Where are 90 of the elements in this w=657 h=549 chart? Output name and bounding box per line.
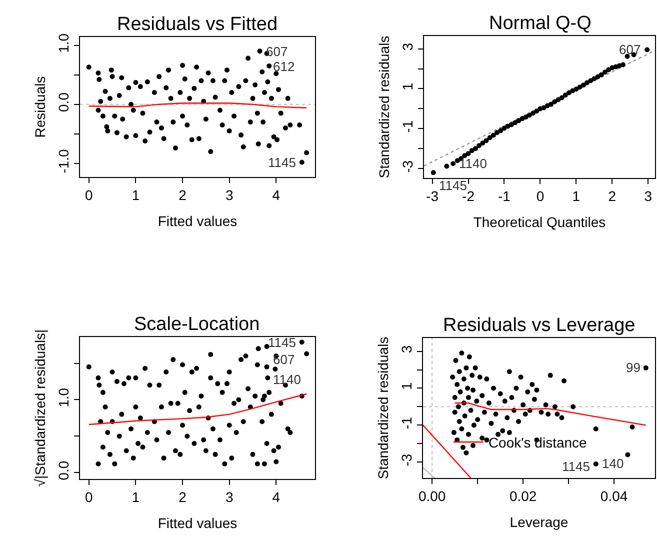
y-tick-label: 1.0 [55,33,72,53]
x-tick-label: 0.04 [600,488,628,504]
x-tick-label: 2 [608,188,616,204]
x-axis-title: Fitted values [158,515,238,532]
y-axis-title: Residuals [32,76,48,138]
y-axis-title: Standardized residuals [376,36,392,178]
point [472,146,478,152]
point [562,92,568,98]
point [530,110,536,116]
line-series [88,393,308,426]
point [484,138,489,144]
y-tick-label: 3 [399,42,416,51]
point [644,47,650,52]
x-tick-label: 3 [644,188,652,204]
point [588,78,594,84]
annotation: 607 [266,44,288,59]
point [487,135,492,140]
point [548,102,554,107]
annotation: 1140 [273,372,301,387]
annotation: 1145 [268,155,296,170]
y-tick-label: 3 [398,345,414,354]
x-tick-label: 4 [272,186,280,203]
line-series [454,402,646,426]
annotation: 1140 [459,156,487,171]
point [462,153,468,158]
point [620,62,626,68]
x-axis-title: Fitted values [158,213,238,230]
annotation: 1145 [268,335,296,350]
x-tick-label: 0 [84,488,93,505]
point [516,118,522,124]
x-tick-label: 1 [132,488,140,505]
x-tick-label: 2 [178,186,187,203]
point [494,130,500,136]
point [480,140,486,146]
x-tick-label: -3 [426,188,439,204]
x-tick-label: 0.02 [509,488,537,504]
y-tick-label: 0.0 [55,460,72,480]
x-tick-label: 1 [572,188,580,204]
y-tick-label: 0.0 [55,92,72,112]
x-tick-label: 0 [84,186,93,203]
y-tick-label: 1 [398,382,414,390]
point [454,158,460,164]
x-tick-label: 4 [272,488,280,505]
y-tick-label: 1 [399,82,416,91]
y-tick-label: -1 [399,120,416,133]
point [476,143,482,148]
annotation: 1145 [562,459,590,474]
legend-label: Cook's distance [488,434,588,450]
annotation: 99 [626,360,640,375]
x-tick-label: 3 [225,186,234,203]
x-tick-label: 1 [132,186,140,203]
y-tick-label: -1.0 [55,149,72,174]
x-tick-label: 2 [178,488,187,505]
point [512,120,518,126]
point [430,170,436,176]
chart-title: Normal Q-Q [489,13,592,34]
point [598,72,604,78]
point [526,112,532,118]
y-tick-label: -3 [399,160,416,173]
y-tick-label: -3 [398,454,414,466]
point [570,88,576,94]
point [580,82,586,88]
y-tick-label: 1.0 [55,388,72,408]
point [498,128,504,134]
point [444,164,450,169]
annotation: 607 [273,352,295,367]
point [574,86,579,92]
x-tick-label: 0 [536,188,544,204]
point [490,132,496,138]
point [466,151,471,156]
annotation: 1145 [439,178,467,193]
x-tick-label: 0.00 [418,488,446,504]
annotation: 607 [619,42,641,57]
point [592,76,597,82]
point [534,108,540,114]
point [450,161,456,166]
y-tick-label: -1 [398,416,414,430]
x-axis-title: Leverage [510,514,568,530]
chart-title: Residuals vs Fitted [117,14,278,35]
annotation: 140 [602,456,624,471]
x-tick-label: 3 [225,488,234,505]
x-axis-title: Theoretical Quantiles [473,214,606,230]
y-axis-title: √|Standardized residuals| [32,329,48,487]
point [602,70,608,75]
x-tick-label: -1 [498,188,511,204]
y-axis-title: Standardized residuals [375,336,391,480]
chart-title: Residuals vs Leverage [443,315,636,336]
annotation: 612 [273,59,295,74]
chart-title: Scale-Location [134,314,260,335]
point [552,99,558,104]
